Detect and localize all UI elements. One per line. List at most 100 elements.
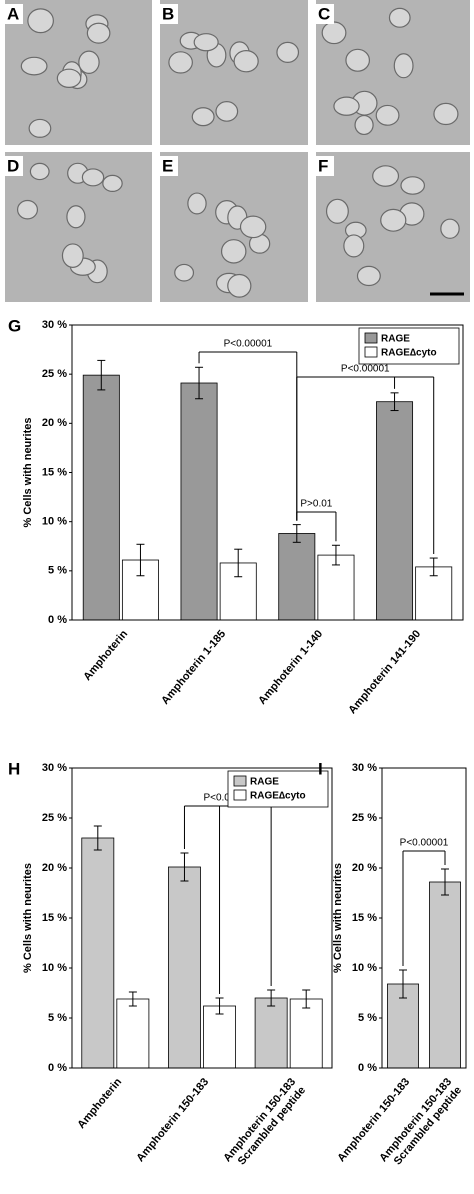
y-axis-label: % Cells with neurites	[22, 417, 34, 527]
cell	[86, 22, 111, 44]
legend-label: RAGE∆cyto	[381, 348, 437, 359]
cell	[233, 49, 259, 73]
bar	[278, 533, 316, 621]
cell	[220, 239, 247, 264]
cell	[393, 53, 414, 79]
y-tick-label: 25 %	[42, 812, 67, 824]
panel-label: E	[162, 156, 173, 175]
y-tick-label: 0 %	[48, 1062, 67, 1074]
cell	[187, 192, 207, 215]
legend-label: RAGE	[381, 334, 410, 345]
cell	[193, 33, 219, 52]
micrograph-label-bg	[5, 156, 23, 176]
cell	[20, 56, 48, 76]
y-tick-label: 20 %	[352, 862, 377, 874]
y-tick-label: 30 %	[352, 762, 377, 774]
error-bar	[234, 548, 243, 578]
y-tick-label: 20 %	[42, 862, 67, 874]
cell	[400, 176, 426, 195]
y-tick-label: 25 %	[42, 368, 67, 380]
error-bar	[215, 997, 224, 1015]
cell	[356, 265, 381, 287]
cell	[28, 118, 52, 138]
panel-label: B	[162, 4, 174, 23]
bar	[376, 401, 414, 621]
annotation: P<0.00001	[400, 838, 449, 849]
cell	[27, 8, 54, 34]
error-bar	[399, 969, 407, 999]
plot-frame	[381, 767, 467, 1069]
cell	[81, 168, 105, 187]
cell	[276, 41, 300, 63]
panel-label: C	[318, 4, 330, 23]
y-tick-label: 15 %	[42, 466, 67, 478]
y-tick-label: 25 %	[352, 812, 377, 824]
bar	[289, 998, 323, 1069]
y-tick-label: 10 %	[42, 516, 67, 528]
y-tick-label: 15 %	[42, 912, 67, 924]
micrograph-label-bg	[316, 4, 334, 24]
cell	[343, 234, 365, 258]
cell	[239, 215, 267, 239]
panel-label: A	[7, 4, 19, 23]
error-bar	[136, 543, 145, 577]
cell	[321, 21, 347, 45]
y-axis-label: % Cells with neurites	[332, 863, 344, 973]
legend-swatch	[233, 775, 247, 787]
annotation: P<0.00001	[224, 339, 273, 350]
bar	[116, 998, 150, 1069]
panel-label: F	[318, 156, 328, 175]
y-tick-label: 5 %	[48, 565, 67, 577]
cell	[102, 174, 123, 193]
bar	[180, 382, 218, 621]
y-tick-label: 0 %	[48, 614, 67, 626]
cell	[372, 165, 400, 187]
error-bar	[331, 544, 340, 566]
y-tick-label: 15 %	[352, 912, 377, 924]
cell	[61, 243, 84, 268]
cell	[380, 208, 407, 232]
legend-label: RAGE	[250, 777, 279, 788]
bar	[81, 837, 115, 1069]
y-tick-label: 20 %	[42, 417, 67, 429]
error-bar	[180, 852, 189, 882]
cell	[354, 114, 374, 136]
cell	[345, 48, 371, 72]
legend-swatch	[233, 789, 247, 801]
cell	[16, 199, 39, 220]
cell	[29, 162, 50, 181]
error-bar	[390, 392, 399, 412]
bar	[82, 374, 120, 621]
y-axis-label: % Cells with neurites	[22, 863, 34, 973]
y-tick-label: 30 %	[42, 319, 67, 331]
cell	[388, 7, 411, 28]
cell	[215, 101, 239, 122]
cell	[78, 50, 100, 74]
panel-label: H	[8, 759, 20, 778]
panel-label: G	[8, 316, 21, 335]
error-bar	[429, 557, 438, 577]
y-tick-label: 30 %	[42, 762, 67, 774]
micrograph-label-bg	[160, 156, 178, 176]
error-bar	[441, 868, 449, 896]
y-tick-label: 10 %	[42, 962, 67, 974]
plot-frame	[71, 324, 464, 621]
y-tick-label: 5 %	[358, 1012, 377, 1024]
cell	[325, 198, 349, 224]
cell	[433, 102, 459, 126]
legend-box	[227, 770, 329, 808]
error-bar	[292, 524, 301, 543]
error-bar	[302, 989, 311, 1009]
y-tick-label: 5 %	[48, 1012, 67, 1024]
bar	[254, 997, 288, 1069]
y-tick-label: 0 %	[358, 1062, 377, 1074]
micrograph-label-bg	[5, 4, 23, 24]
y-tick-label: 10 %	[352, 962, 377, 974]
error-bar	[195, 366, 204, 400]
annotation: P<0.00001	[341, 364, 390, 375]
cell	[191, 107, 215, 127]
error-bar	[128, 991, 137, 1007]
bar	[429, 881, 461, 1069]
